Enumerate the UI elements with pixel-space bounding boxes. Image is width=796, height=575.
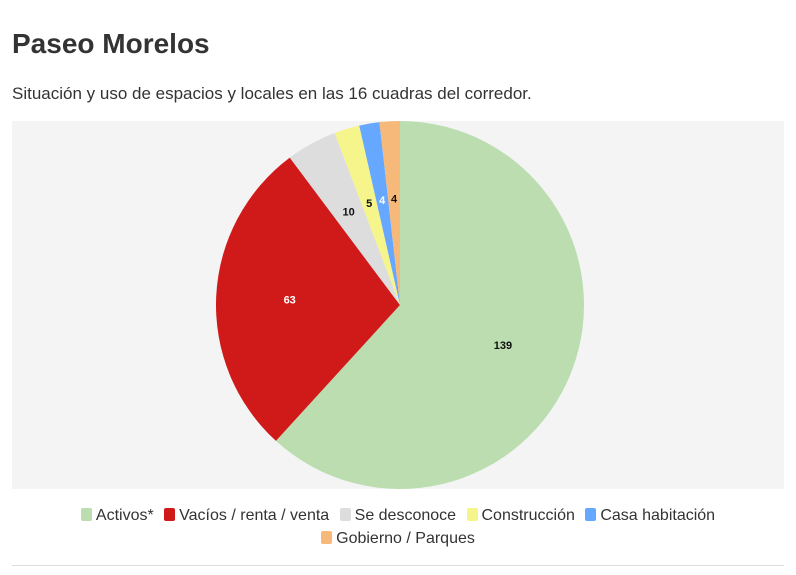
pie-slice-5[interactable] (379, 121, 400, 305)
legend-swatch (80, 508, 92, 521)
chart-title: Paseo Morelos (12, 28, 210, 59)
legend-label: Gobierno / Parques (336, 530, 475, 547)
legend-swatch (585, 508, 597, 521)
pie-slice-3[interactable] (334, 125, 400, 305)
legend-swatch (466, 508, 478, 521)
data-label-5: 4 (391, 193, 398, 205)
legend-item-activos[interactable]: Activos* (80, 504, 154, 527)
legend-item-vacios[interactable]: Vacíos / renta / venta (164, 504, 329, 527)
legend-label: Construcción (481, 507, 575, 524)
legend-item-casa-habitacion[interactable]: Casa habitación (585, 504, 715, 527)
data-label-2: 10 (342, 207, 354, 219)
divider (12, 565, 784, 566)
pie-slice-4[interactable] (359, 122, 400, 306)
chart-subtitle: Situación y uso de espacios y locales en… (12, 84, 532, 103)
legend-label: Se desconoce (354, 507, 457, 524)
legend-swatch (164, 508, 176, 521)
data-label-1: 63 (284, 295, 296, 307)
legend-item-construccion[interactable]: Construcción (466, 504, 575, 527)
pie-slice-2[interactable] (289, 132, 400, 305)
legend-swatch (321, 531, 333, 544)
legend-item-se-desconoce[interactable]: Se desconoce (339, 504, 457, 527)
data-label-4: 4 (379, 195, 386, 207)
legend-label: Casa habitación (600, 507, 716, 524)
legend-swatch (339, 508, 351, 521)
data-label-3: 5 (366, 198, 372, 210)
legend-label: Activos* (95, 507, 154, 524)
data-label-0: 139 (494, 340, 512, 352)
legend-label: Vacíos / renta / venta (179, 507, 330, 524)
legend-item-gobierno-parques[interactable]: Gobierno / Parques (321, 527, 475, 550)
legend: Activos* Vacíos / renta / venta Se desco… (12, 504, 784, 550)
pie-slice-0[interactable] (275, 121, 584, 489)
pie-slice-1[interactable] (216, 157, 400, 441)
